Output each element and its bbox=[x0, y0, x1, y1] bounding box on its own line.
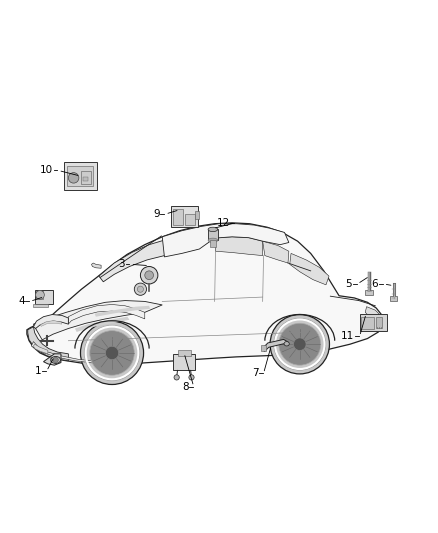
Polygon shape bbox=[33, 314, 68, 328]
Bar bbox=[261, 345, 266, 351]
Bar bbox=[177, 350, 191, 356]
Circle shape bbox=[293, 338, 306, 351]
Bar bbox=[173, 209, 183, 224]
Polygon shape bbox=[32, 304, 48, 307]
Text: 3: 3 bbox=[119, 260, 125, 269]
Text: 5: 5 bbox=[346, 279, 352, 289]
Polygon shape bbox=[263, 340, 288, 352]
Polygon shape bbox=[33, 301, 162, 340]
Text: 11: 11 bbox=[341, 332, 354, 341]
Polygon shape bbox=[365, 306, 380, 320]
Ellipse shape bbox=[51, 357, 60, 364]
Polygon shape bbox=[162, 224, 289, 257]
Bar bbox=[35, 289, 53, 304]
Text: 1: 1 bbox=[35, 366, 41, 376]
Bar bbox=[81, 171, 91, 183]
Text: 10: 10 bbox=[40, 165, 53, 175]
Circle shape bbox=[279, 323, 321, 365]
Circle shape bbox=[81, 321, 144, 384]
Circle shape bbox=[174, 375, 179, 380]
Polygon shape bbox=[68, 304, 145, 324]
Polygon shape bbox=[92, 263, 101, 268]
Polygon shape bbox=[95, 306, 150, 317]
Circle shape bbox=[189, 375, 194, 380]
Polygon shape bbox=[33, 344, 48, 354]
Ellipse shape bbox=[284, 342, 289, 346]
Bar bbox=[365, 289, 373, 295]
Circle shape bbox=[145, 271, 153, 280]
Text: 8: 8 bbox=[182, 382, 188, 392]
Circle shape bbox=[106, 346, 119, 360]
Bar bbox=[210, 240, 216, 247]
Bar bbox=[360, 313, 387, 331]
Bar bbox=[50, 357, 56, 361]
Bar bbox=[194, 212, 199, 220]
Polygon shape bbox=[31, 342, 119, 365]
Circle shape bbox=[138, 286, 144, 292]
Text: 12: 12 bbox=[217, 218, 230, 228]
Bar bbox=[171, 206, 198, 227]
Polygon shape bbox=[208, 229, 218, 240]
Text: 4: 4 bbox=[18, 296, 25, 306]
Circle shape bbox=[134, 283, 147, 295]
Polygon shape bbox=[43, 354, 61, 365]
Polygon shape bbox=[263, 241, 289, 263]
Bar bbox=[390, 296, 397, 301]
Polygon shape bbox=[75, 317, 130, 332]
Bar bbox=[67, 166, 93, 185]
Circle shape bbox=[90, 330, 134, 375]
Text: 7: 7 bbox=[252, 368, 258, 378]
Polygon shape bbox=[40, 321, 62, 326]
Text: 6: 6 bbox=[372, 279, 378, 289]
Bar bbox=[64, 161, 97, 190]
Ellipse shape bbox=[208, 238, 218, 243]
Bar bbox=[83, 177, 88, 181]
Circle shape bbox=[141, 266, 158, 284]
Polygon shape bbox=[28, 327, 68, 361]
Text: 9: 9 bbox=[153, 209, 160, 219]
Bar bbox=[35, 290, 43, 299]
Ellipse shape bbox=[208, 227, 218, 231]
Polygon shape bbox=[27, 223, 383, 365]
Bar bbox=[361, 317, 374, 329]
Polygon shape bbox=[290, 253, 329, 285]
Polygon shape bbox=[99, 236, 215, 282]
Bar bbox=[185, 214, 194, 224]
Bar bbox=[376, 317, 382, 328]
Circle shape bbox=[270, 314, 329, 374]
Polygon shape bbox=[215, 237, 263, 256]
Circle shape bbox=[35, 290, 44, 299]
Bar bbox=[173, 354, 195, 370]
Circle shape bbox=[68, 173, 79, 183]
Circle shape bbox=[53, 357, 58, 362]
